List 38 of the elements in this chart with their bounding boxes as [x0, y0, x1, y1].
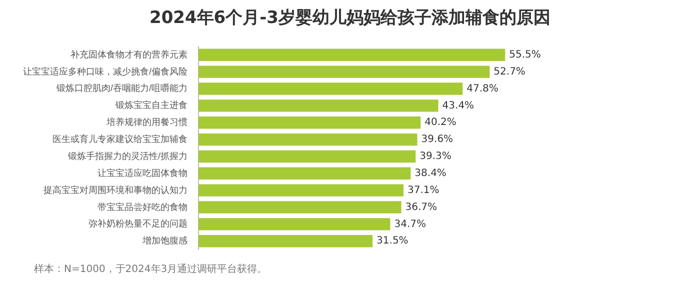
- data-label: 37.1%: [407, 184, 440, 196]
- data-label: 39.3%: [420, 151, 452, 162]
- bar: [198, 184, 404, 196]
- bar: [198, 133, 418, 146]
- data-label: 40.2%: [424, 117, 456, 128]
- bar: [198, 235, 373, 248]
- data-label: 52.7%: [494, 66, 526, 78]
- y-tick-label: 医生或育儿专家建议给宝宝加辅食: [52, 134, 188, 144]
- y-tick-label: 锻炼手指握力的灵活性/抓握力: [66, 150, 188, 161]
- bar: [198, 150, 416, 163]
- y-tick-label: 锻炼口腔肌肉/吞咽能力/咀嚼能力: [55, 83, 188, 94]
- y-tick-label: 让宝宝适应多种口味，减少挑食/偏食风险: [22, 66, 188, 76]
- bar: [198, 48, 506, 61]
- bar: [198, 116, 421, 129]
- bar: [198, 201, 402, 214]
- data-label: 39.6%: [421, 134, 454, 146]
- y-tick-label: 让宝宝适应吃固体食物: [98, 168, 188, 178]
- y-tick-label: 增加饱腹感: [142, 236, 188, 246]
- y-tick-label: 培养规律的用餐习惯: [106, 117, 188, 128]
- data-label: 43.4%: [442, 100, 474, 112]
- data-label: 55.5%: [509, 49, 541, 60]
- bar: [198, 100, 438, 112]
- y-tick-label: 弥补奶粉热量不足的问题: [88, 218, 188, 229]
- bar: [198, 66, 490, 78]
- chart-title: 2024年6个月-3岁婴幼儿妈妈给孩子添加辅食的原因: [148, 7, 552, 29]
- bar: [198, 218, 390, 230]
- data-label: 38.4%: [414, 168, 446, 179]
- bar: [198, 167, 411, 180]
- y-tick-label: 提高宝宝对周围环境和事物的认知力: [44, 184, 188, 195]
- data-label: 31.5%: [376, 236, 408, 247]
- data-label: 34.7%: [394, 218, 426, 230]
- bar: [198, 82, 463, 95]
- text: 样本：N=1000，于2024年3月通过调研平台获得。: [34, 262, 268, 276]
- y-tick-label: 带宝宝品尝好吃的食物: [98, 202, 188, 212]
- y-tick-label: 补充固体食物才有的营养元素: [70, 49, 188, 60]
- data-label: 47.8%: [466, 83, 498, 94]
- data-label: 36.7%: [405, 202, 438, 213]
- y-tick-label: 锻炼宝宝自主进食: [114, 100, 188, 110]
